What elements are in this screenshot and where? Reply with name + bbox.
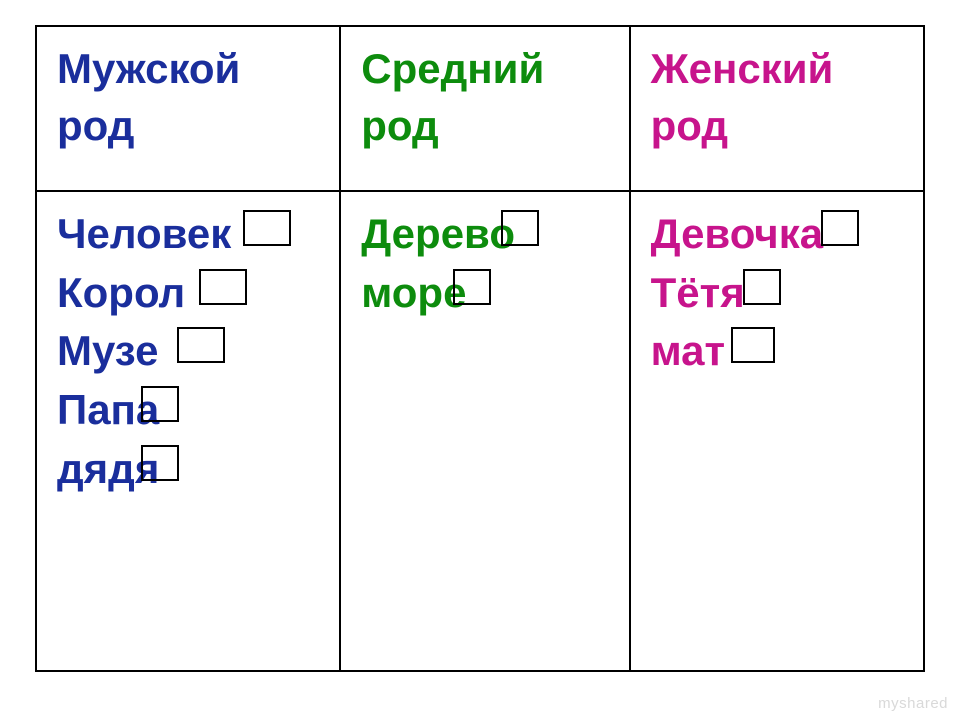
ending-highlight-box <box>731 327 775 363</box>
header-feminine: Женский род <box>630 26 924 191</box>
word-item: дядя <box>57 441 319 498</box>
header-feminine-line1: Женский <box>651 45 834 92</box>
ending-highlight-box <box>501 210 539 246</box>
word-item: Девочка <box>651 206 903 263</box>
ending-highlight-box <box>141 445 179 481</box>
ending-highlight-box <box>453 269 491 305</box>
word-item: Корол <box>57 265 319 322</box>
word-item: Музе <box>57 323 319 380</box>
table-header-row: Мужской род Средний род Женский род <box>36 26 924 191</box>
ending-highlight-box <box>743 269 781 305</box>
header-neuter-line1: Средний <box>361 45 544 92</box>
header-masculine-line1: Мужской <box>57 45 240 92</box>
ending-highlight-box <box>141 386 179 422</box>
watermark-text: myshared <box>878 695 948 712</box>
header-neuter-line2: род <box>361 102 438 149</box>
cell-feminine-words: ДевочкаТётямат <box>630 191 924 671</box>
table-content-row: ЧеловекКоролМузеПападядя Деревоморе Дево… <box>36 191 924 671</box>
ending-highlight-box <box>177 327 225 363</box>
word-item: море <box>361 265 608 322</box>
ending-highlight-box <box>821 210 859 246</box>
cell-neuter-words: Деревоморе <box>340 191 629 671</box>
word-item: Человек <box>57 206 319 263</box>
word-item: мат <box>651 323 903 380</box>
header-masculine-line2: род <box>57 102 134 149</box>
ending-highlight-box <box>199 269 247 305</box>
word-item: Дерево <box>361 206 608 263</box>
header-neuter: Средний род <box>340 26 629 191</box>
word-item: Папа <box>57 382 319 439</box>
word-item: Тётя <box>651 265 903 322</box>
header-masculine: Мужской род <box>36 26 340 191</box>
header-feminine-line2: род <box>651 102 728 149</box>
cell-masculine-words: ЧеловекКоролМузеПападядя <box>36 191 340 671</box>
grammar-gender-table: Мужской род Средний род Женский род Чело… <box>35 25 925 672</box>
ending-highlight-box <box>243 210 291 246</box>
